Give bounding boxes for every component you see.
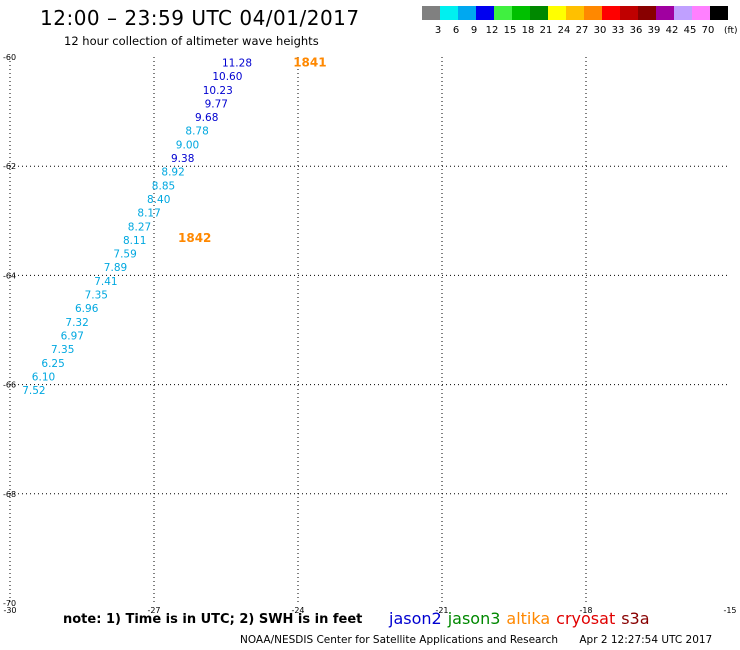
wave-height-label: 8.92 xyxy=(161,167,184,179)
color-scale-tick-label: 27 xyxy=(576,25,589,36)
wave-height-label: 10.60 xyxy=(212,71,242,83)
color-scale-unit: (ft) xyxy=(724,26,738,36)
color-scale-tick-label: 30 xyxy=(594,25,607,36)
y-tick-label: -64 xyxy=(3,271,16,280)
wave-height-label: 7.59 xyxy=(113,249,136,261)
y-tick-label: -70 xyxy=(3,599,16,608)
x-tick-label: -15 xyxy=(723,606,736,615)
chart-subtitle: 12 hour collection of altimeter wave hei… xyxy=(64,34,319,48)
color-swatch xyxy=(548,6,566,20)
pass-time-label: 1841 xyxy=(293,55,326,69)
wave-height-label: 7.32 xyxy=(65,317,88,329)
color-scale-tick-label: 36 xyxy=(630,25,643,36)
color-swatch xyxy=(674,6,692,20)
x-tick-label: -18 xyxy=(579,606,592,615)
color-scale-tick-label: 24 xyxy=(558,25,571,36)
satellite-legend-entry: s3a xyxy=(621,609,650,628)
wave-height-label: 10.23 xyxy=(203,85,233,97)
x-tick-label: -30 xyxy=(3,606,16,615)
wave-height-label: 7.35 xyxy=(51,344,74,356)
color-scale-tick-label: 18 xyxy=(522,25,535,36)
satellite-legend-entry: cryosat xyxy=(556,609,616,628)
wave-height-label: 6.25 xyxy=(41,358,64,370)
color-swatch xyxy=(476,6,494,20)
color-scale-tick-label: 33 xyxy=(612,25,625,36)
color-swatch xyxy=(530,6,548,20)
credit-timestamp: Apr 2 12:27:54 UTC 2017 xyxy=(579,634,713,646)
wave-height-label: 8.27 xyxy=(128,221,151,233)
wave-height-label: 8.78 xyxy=(185,126,208,138)
color-scale-tick-label: 6 xyxy=(453,25,459,36)
wave-height-label: 8.17 xyxy=(137,208,160,220)
wave-height-label: 8.85 xyxy=(152,180,175,192)
wave-height-label: 9.68 xyxy=(195,112,218,124)
color-swatch xyxy=(512,6,530,20)
satellite-legend-entry: jason2 xyxy=(389,609,442,628)
color-swatch xyxy=(656,6,674,20)
color-swatch xyxy=(638,6,656,20)
color-scale-tick-label: 39 xyxy=(648,25,661,36)
chart-title: 12:00 – 23:59 UTC 04/01/2017 xyxy=(40,6,360,30)
x-tick-label: -27 xyxy=(147,606,160,615)
color-scale-tick-label: 3 xyxy=(435,25,441,36)
credit-line: NOAA/NESDIS Center for Satellite Applica… xyxy=(240,634,730,646)
x-tick-label: -24 xyxy=(291,606,304,615)
color-scale-tick-label: 45 xyxy=(684,25,697,36)
wave-height-label: 11.28 xyxy=(222,57,252,69)
wave-height-label: 6.97 xyxy=(61,330,84,342)
wave-height-label: 8.40 xyxy=(147,194,170,206)
wave-height-label: 6.96 xyxy=(75,303,99,315)
satellite-legend-entry: jason3 xyxy=(447,609,501,628)
credit-organization: NOAA/NESDIS Center for Satellite Applica… xyxy=(240,634,558,646)
footer-note: note: 1) Time is in UTC; 2) SWH is in fe… xyxy=(63,612,363,627)
color-swatch xyxy=(620,6,638,20)
wave-height-label: 9.00 xyxy=(176,139,199,151)
wave-height-label: 7.41 xyxy=(94,276,117,288)
wave-height-label: 8.11 xyxy=(123,235,146,247)
color-swatch xyxy=(458,6,476,20)
color-scale-tick-label: 15 xyxy=(504,25,517,36)
color-scale-legend: 3 6 9 12 15 18 21 24 27 30 33 36 39 42 45 70 (ft) xyxy=(422,6,738,36)
wave-height-label: 6.10 xyxy=(32,371,55,383)
color-swatch xyxy=(602,6,620,20)
wave-height-label: 7.89 xyxy=(104,262,127,274)
color-swatch xyxy=(422,6,440,20)
pass-time-label: 1842 xyxy=(178,231,211,245)
x-tick-label: -21 xyxy=(435,606,448,615)
color-scale-tick-label: 12 xyxy=(486,25,499,36)
wave-height-label: 7.52 xyxy=(22,385,45,397)
color-scale-tick-label: 21 xyxy=(540,25,553,36)
color-swatch xyxy=(710,6,728,20)
y-tick-label: -68 xyxy=(3,490,16,499)
wave-height-label: 9.38 xyxy=(171,153,194,165)
wave-height-label: 7.35 xyxy=(85,290,108,302)
color-scale-tick-label: 9 xyxy=(471,25,477,36)
y-tick-label: -62 xyxy=(3,162,16,171)
color-swatch xyxy=(440,6,458,20)
color-scale-tick-label: 70 xyxy=(702,25,715,36)
color-swatch xyxy=(584,6,602,20)
satellite-legend: jason2 jason3 altika cryosat s3a xyxy=(389,609,656,628)
wave-height-label: 9.77 xyxy=(205,98,228,110)
color-swatch xyxy=(692,6,710,20)
color-scale-tick-label: 42 xyxy=(666,25,679,36)
color-swatch xyxy=(566,6,584,20)
color-swatch xyxy=(494,6,512,20)
satellite-legend-entry: altika xyxy=(506,609,551,628)
